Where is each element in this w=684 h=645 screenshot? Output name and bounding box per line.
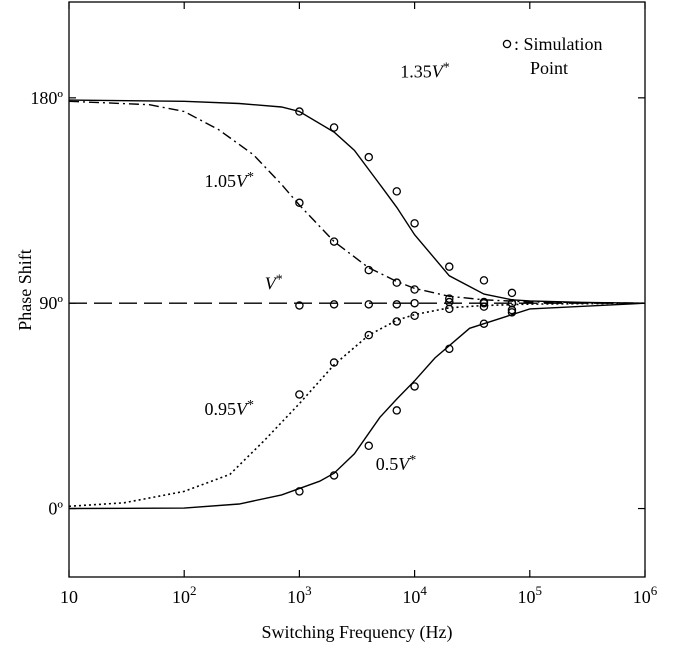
plot-frame bbox=[68, 1, 646, 578]
x-tick-label: 106 bbox=[633, 583, 658, 607]
simulation-point bbox=[479, 302, 489, 311]
simulation-points-group bbox=[295, 107, 517, 496]
simulation-point bbox=[445, 304, 454, 314]
simulation-point bbox=[445, 294, 454, 303]
series-label: 0.5V* bbox=[376, 453, 417, 474]
simulation-point bbox=[364, 441, 374, 451]
simulation-point bbox=[445, 344, 454, 354]
simulation-point bbox=[410, 285, 419, 294]
simulation-point bbox=[364, 300, 374, 309]
legend-marker-icon bbox=[502, 39, 512, 49]
series-line bbox=[68, 99, 646, 304]
series-label: 1.05V* bbox=[204, 170, 254, 191]
simulation-point bbox=[445, 262, 454, 271]
simulation-point bbox=[410, 382, 419, 391]
simulation-point bbox=[479, 319, 489, 328]
simulation-point bbox=[329, 471, 339, 480]
simulation-point bbox=[364, 152, 374, 162]
x-axis-label: Switching Frequency (Hz) bbox=[262, 622, 453, 643]
y-tick-label: 180º bbox=[30, 88, 63, 108]
x-tick-label: 10 bbox=[60, 587, 78, 607]
y-axis-label: Phase Shift bbox=[15, 249, 35, 331]
simulation-point bbox=[507, 308, 517, 317]
simulation-point bbox=[410, 311, 419, 320]
series-line bbox=[68, 302, 646, 508]
axes-group: 10 102 103 104 105 106 0º 90º 180º bbox=[30, 2, 658, 607]
simulation-point bbox=[295, 198, 304, 208]
x-tick-label: 102 bbox=[172, 583, 197, 607]
simulation-point bbox=[329, 123, 339, 132]
simulation-point bbox=[329, 237, 339, 246]
legend: : Simulation Point bbox=[502, 34, 603, 78]
simulation-point bbox=[392, 187, 402, 196]
series-label: 0.95V* bbox=[204, 398, 254, 419]
simulation-point bbox=[392, 278, 402, 287]
simulation-point bbox=[410, 298, 419, 308]
simulation-point bbox=[295, 301, 304, 310]
simulation-point bbox=[364, 330, 374, 340]
simulation-point bbox=[392, 300, 402, 309]
simulation-point bbox=[295, 390, 304, 399]
simulation-point bbox=[507, 288, 517, 298]
simulation-point bbox=[392, 317, 402, 326]
series-label: 1.35V* bbox=[400, 60, 450, 81]
simulation-point bbox=[295, 107, 304, 116]
y-tick-label: 0º bbox=[48, 499, 63, 519]
series-line bbox=[68, 302, 646, 510]
legend-text-line2: Point bbox=[530, 58, 568, 78]
series-label: V* bbox=[265, 273, 283, 294]
x-tick-label: 103 bbox=[287, 583, 312, 607]
simulation-point bbox=[507, 305, 517, 315]
x-tick-label: 104 bbox=[402, 583, 427, 607]
curve-labels-group: 1.35V* 1.05V* V* 0.95V* 0.5V* bbox=[204, 60, 449, 473]
simulation-point bbox=[364, 265, 374, 275]
simulation-point bbox=[392, 406, 402, 415]
series-line bbox=[68, 100, 646, 304]
plot-area bbox=[68, 1, 646, 578]
simulation-point bbox=[295, 487, 304, 496]
simulation-point bbox=[479, 276, 489, 285]
x-tick-label: 105 bbox=[518, 583, 543, 607]
simulation-point bbox=[479, 298, 489, 308]
y-tick-label: 90º bbox=[39, 293, 63, 313]
curves-group bbox=[68, 99, 646, 510]
simulation-point bbox=[329, 300, 339, 309]
simulation-point bbox=[410, 219, 419, 228]
simulation-point bbox=[329, 358, 339, 367]
legend-text-line1: : Simulation bbox=[514, 34, 603, 54]
